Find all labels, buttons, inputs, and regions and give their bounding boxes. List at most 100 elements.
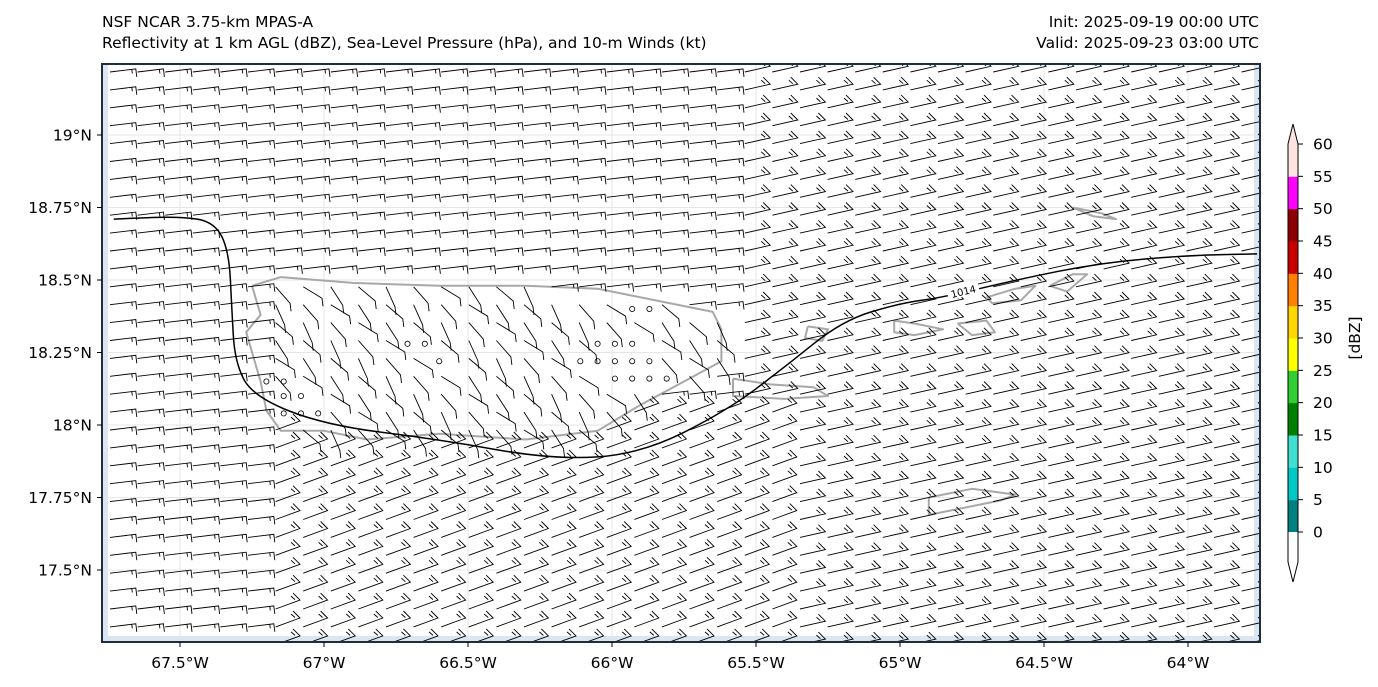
- wind-barb: [137, 390, 165, 400]
- wind-barb: [965, 255, 992, 270]
- wind-barb: [413, 104, 441, 113]
- wind-barb: [441, 521, 467, 538]
- wind-barb: [855, 291, 882, 306]
- wind-barb: [523, 431, 550, 449]
- wind-barb: [1186, 148, 1213, 162]
- wind-barb: [192, 623, 221, 632]
- wind-barb: [882, 613, 910, 628]
- wind-barb: [1048, 613, 1075, 628]
- wind-barb: [716, 322, 728, 351]
- wind-barb: [330, 211, 359, 221]
- wind-barb: [606, 393, 628, 414]
- wind-barb: [441, 175, 469, 185]
- wind-barb: [192, 462, 221, 471]
- wind-barb: [385, 467, 412, 485]
- wind-barb: [661, 211, 690, 221]
- wind-barb: [303, 485, 329, 503]
- wind-barb: [1158, 524, 1186, 538]
- wind-barb: [689, 229, 717, 239]
- wind-barb: [993, 595, 1020, 610]
- wind-barb: [1186, 578, 1213, 592]
- wind-barb: [302, 375, 324, 396]
- wind-barb: [330, 449, 357, 467]
- wind-barb: [468, 376, 483, 403]
- wind-barb: [358, 503, 384, 520]
- wind-barb: [910, 506, 937, 520]
- wind-barb: [1241, 330, 1259, 341]
- wind-barb: [1158, 506, 1186, 520]
- wind-barb: [882, 452, 910, 467]
- wind-barb: [1063, 631, 1075, 641]
- wind-barb: [1158, 255, 1186, 270]
- wind-barb: [772, 467, 798, 485]
- wind-barb: [772, 521, 798, 538]
- wind-barb: [717, 503, 743, 520]
- wind-barb: [717, 68, 745, 77]
- wind-barb: [109, 283, 138, 292]
- wind-barb: [413, 431, 439, 449]
- wind-barb: [1020, 112, 1048, 127]
- wind-barb: [247, 68, 276, 77]
- wind-barb: [275, 413, 301, 431]
- wind-barb: [496, 375, 515, 399]
- calm-wind-circle: [577, 358, 584, 365]
- wind-barb: [303, 247, 331, 256]
- wind-barb: [109, 533, 138, 543]
- wind-barb: [1020, 416, 1048, 431]
- wind-barb: [855, 542, 882, 556]
- wind-barb: [137, 605, 165, 614]
- wind-barb: [1213, 94, 1241, 109]
- wind-barb: [882, 327, 910, 341]
- wind-barb: [606, 104, 635, 113]
- wind-barb: [827, 202, 854, 216]
- wind-barb: [109, 623, 138, 632]
- wind-barb: [1158, 578, 1186, 592]
- wind-barb: [303, 229, 331, 239]
- wind-barb: [137, 157, 165, 167]
- wind-barb: [937, 399, 965, 413]
- wind-barb: [744, 592, 771, 610]
- wind-barb: [1158, 327, 1186, 341]
- wind-barb: [910, 416, 937, 431]
- wind-barb: [220, 301, 248, 310]
- wind-barb: [1075, 327, 1103, 341]
- wind-barb: [799, 65, 827, 73]
- wind-barb: [413, 429, 427, 457]
- colorbar: 0 5 10 15 20 25 30 35 40 45 50 55 60 [dBZ]: [1287, 123, 1364, 583]
- wind-barb: [689, 340, 703, 368]
- wind-barb: [1158, 363, 1186, 377]
- wind-barb: [965, 291, 992, 306]
- wind-barb: [882, 166, 910, 180]
- wind-barb: [634, 395, 660, 413]
- wind-barb: [827, 578, 854, 592]
- wind-barb: [523, 157, 552, 167]
- wind-barb: [385, 358, 402, 383]
- wind-barb: [1103, 613, 1130, 628]
- wind-barb: [109, 122, 138, 131]
- wind-barb: [937, 578, 965, 592]
- colorbar-tick-label: 50: [1313, 200, 1333, 218]
- colorbar-tick-label: 10: [1313, 459, 1333, 477]
- wind-barb: [1075, 524, 1103, 538]
- wind-barb: [965, 452, 992, 467]
- wind-barb: [606, 247, 635, 256]
- wind-barb: [1213, 65, 1241, 73]
- wind-barb: [606, 122, 635, 131]
- wind-barb: [440, 375, 462, 396]
- wind-barb: [1213, 363, 1241, 377]
- wind-barb: [1020, 76, 1048, 91]
- wind-barb: [192, 408, 221, 418]
- wind-barb: [468, 265, 497, 274]
- wind-barb: [772, 345, 799, 359]
- wind-barbs: [109, 65, 1259, 641]
- wind-barb: [1241, 205, 1259, 216]
- wind-barb: [1213, 560, 1241, 574]
- colorbar-tick-label: 30: [1313, 330, 1333, 348]
- wind-barb: [1020, 94, 1048, 109]
- wind-barb: [247, 462, 276, 471]
- wind-barb: [661, 322, 676, 350]
- wind-barb: [1186, 130, 1213, 145]
- wind-barb: [579, 574, 605, 592]
- wind-barb: [717, 431, 743, 449]
- wind-barb: [882, 542, 910, 556]
